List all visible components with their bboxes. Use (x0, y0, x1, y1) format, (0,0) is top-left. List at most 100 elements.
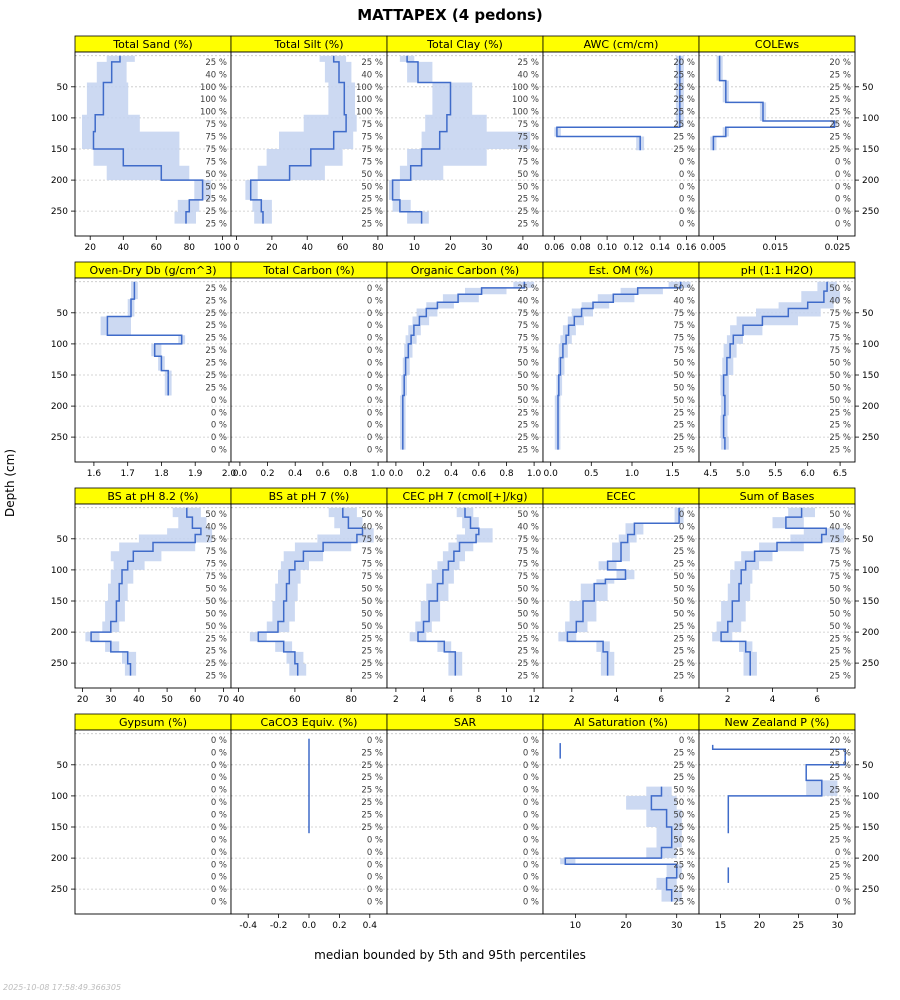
strip-title: Organic Carbon (%) (411, 264, 519, 277)
figure-caption: median bounded by 5th and 95th percentil… (314, 948, 586, 962)
depth-tick-label: 150 (862, 145, 879, 155)
contributing-fraction-label: 0 % (367, 885, 383, 895)
depth-tick-label: 250 (51, 207, 68, 217)
contributing-fraction-label: 75 % (205, 547, 227, 557)
strip-title: Total Silt (%) (273, 38, 343, 51)
contributing-fraction-label: 50 % (205, 510, 227, 520)
median-line (249, 55, 347, 224)
contributing-fraction-label: 75 % (829, 560, 851, 570)
panel-sar: SAR 0 % 0 % 0 % 0 % 0 % 0 % 0 % 0 % 0 % 0 % 0 % 0 % 0… (386, 713, 544, 915)
contributing-fraction-label: 25 % (205, 647, 227, 657)
contributing-fraction-label: 50 % (673, 609, 695, 619)
contributing-fraction-label: 0 % (679, 873, 695, 883)
percentile-band (409, 507, 493, 676)
contributing-fraction-label: 0 % (523, 860, 539, 870)
contributing-fraction-label: 50 % (361, 510, 383, 520)
panel-box (386, 277, 544, 463)
contributing-fraction-label: 0 % (679, 220, 695, 230)
contributing-fraction-label: 0 % (211, 748, 227, 758)
contributing-fraction-label: 50 % (673, 835, 695, 845)
contributing-fraction-label: 0 % (679, 170, 695, 180)
depth-tick-label: 150 (51, 597, 68, 607)
contributing-fraction-label: 50 % (361, 597, 383, 607)
contributing-fraction-label: 25 % (673, 408, 695, 418)
contributing-fraction-label: 25 % (829, 634, 851, 644)
percentile-band (560, 786, 682, 902)
contributing-fraction-label: 25 % (517, 421, 539, 431)
contributing-fraction-label: 25 % (829, 647, 851, 657)
contributing-fraction-label: 75 % (361, 157, 383, 167)
depth-tick-label: 50 (862, 535, 874, 545)
median-line (556, 55, 681, 151)
depth-tick-label: 200 (862, 402, 879, 412)
contributing-fraction-label: 0 % (367, 848, 383, 858)
contributing-fraction-label: 0 % (523, 898, 539, 908)
panel-awc-cm-cm: AWC (cm/cm) 20 % 25 % 25 % 25 % 25 % 25 % 25 % 2… (542, 35, 700, 253)
contributing-fraction-label: 0 % (211, 798, 227, 808)
contributing-fraction-label: 50 % (673, 371, 695, 381)
x-tick-label: 80 (184, 243, 196, 253)
contributing-fraction-label: 50 % (829, 585, 851, 595)
depth-tick-label: 100 (862, 114, 879, 124)
contributing-fraction-label: 40 % (517, 296, 539, 306)
contributing-fraction-label: 0 % (211, 761, 227, 771)
contributing-fraction-label: 0 % (367, 309, 383, 319)
contributing-fraction-label: 50 % (205, 609, 227, 619)
contributing-fraction-label: 25 % (829, 873, 851, 883)
contributing-fraction-label: 75 % (673, 346, 695, 356)
contributing-fraction-label: 25 % (361, 672, 383, 682)
contributing-fraction-label: 75 % (673, 309, 695, 319)
contributing-fraction-label: 75 % (205, 572, 227, 582)
median-line (106, 281, 183, 396)
contributing-fraction-label: 20 % (829, 736, 851, 746)
x-tick-label: 20 (620, 921, 632, 931)
contributing-fraction-label: 50 % (829, 609, 851, 619)
contributing-fraction-label: 25 % (361, 823, 383, 833)
depth-tick-label: 100 (862, 340, 879, 350)
contributing-fraction-label: 25 % (829, 108, 851, 118)
contributing-fraction-label: 0 % (367, 321, 383, 331)
strip-title: Sum of Bases (740, 490, 815, 503)
strip-title: Gypsum (%) (119, 716, 187, 729)
x-tick-label: 25 (793, 921, 804, 931)
x-tick-label: 20 (266, 243, 278, 253)
x-tick-label: 0 (234, 243, 240, 253)
contributing-fraction-label: 0 % (367, 860, 383, 870)
contributing-fraction-label: 25 % (205, 359, 227, 369)
contributing-fraction-label: 75 % (361, 145, 383, 155)
x-tick-label: 4 (770, 695, 776, 705)
median-line (712, 55, 836, 151)
x-tick-label: 0.015 (763, 243, 789, 253)
x-tick-label: 0.0 (302, 921, 317, 931)
x-tick-label: 1.6 (87, 469, 102, 479)
x-tick-label: 4 (421, 695, 427, 705)
contributing-fraction-label: 100 % (512, 108, 539, 118)
contributing-fraction-label: 0 % (523, 811, 539, 821)
x-tick-label: 8 (476, 695, 482, 705)
figure-title: MATTAPEX (4 pedons) (357, 6, 543, 24)
contributing-fraction-label: 20 % (673, 58, 695, 68)
strip-title: BS at pH 8.2 (%) (107, 490, 198, 503)
depth-tick-label: 200 (862, 628, 879, 638)
contributing-fraction-label: 75 % (205, 133, 227, 143)
x-tick-label: 20 (445, 243, 457, 253)
contributing-fraction-label: 50 % (205, 585, 227, 595)
depth-tick-label: 250 (862, 433, 879, 443)
strip-title: CaCO3 Equiv. (%) (261, 716, 358, 729)
strip-title: Total Carbon (%) (262, 264, 354, 277)
contributing-fraction-label: 25 % (673, 120, 695, 130)
strip-title: Total Sand (%) (112, 38, 192, 51)
contributing-fraction-label: 25 % (517, 58, 539, 68)
contributing-fraction-label: 75 % (517, 321, 539, 331)
contributing-fraction-label: 0 % (523, 798, 539, 808)
panel-sum-of-bases: Sum of Bases 50 % 40 % 75 % 75 % 75 % 75 % 50 %… (698, 487, 879, 705)
contributing-fraction-label: 0 % (367, 371, 383, 381)
contributing-fraction-label: 0 % (211, 773, 227, 783)
contributing-fraction-label: 0 % (679, 182, 695, 192)
contributing-fraction-label: 50 % (829, 622, 851, 632)
x-tick-label: 6 (658, 695, 664, 705)
median-line (92, 55, 204, 224)
contributing-fraction-label: 75 % (517, 547, 539, 557)
contributing-fraction-label: 25 % (205, 309, 227, 319)
strip-title: AWC (cm/cm) (584, 38, 659, 51)
